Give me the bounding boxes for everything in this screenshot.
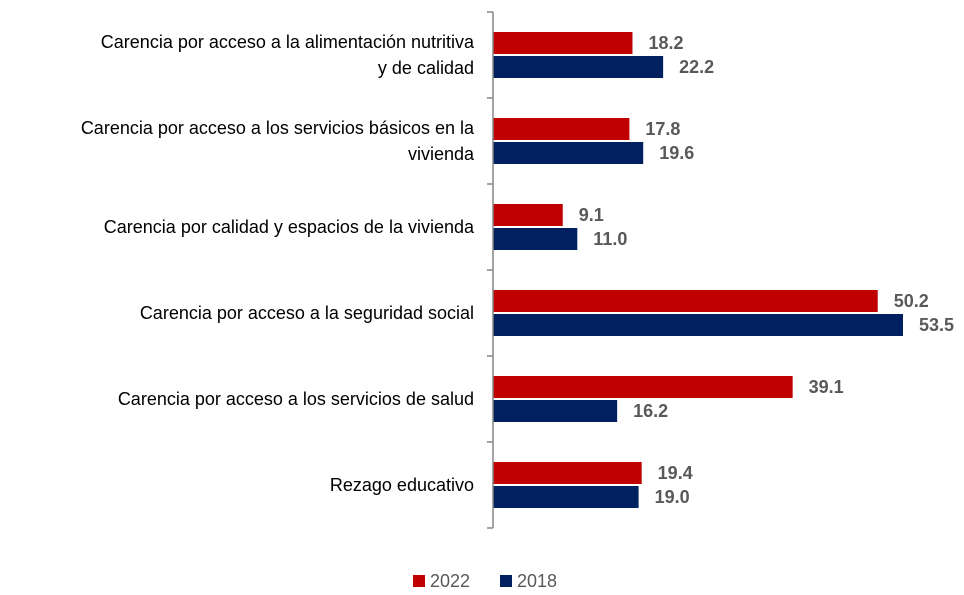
value-label: 18.2 [648, 33, 683, 53]
bar [493, 142, 644, 164]
legend-label: 2018 [517, 571, 557, 591]
legend-swatch [413, 575, 425, 587]
value-label: 19.0 [655, 487, 690, 507]
category-label: Carencia por calidad y espacios de la vi… [103, 217, 474, 237]
value-label: 39.1 [809, 377, 844, 397]
value-label: 9.1 [579, 205, 604, 225]
category-label: Carencia por acceso a los servicios bási… [80, 118, 474, 164]
bar [493, 118, 630, 140]
category-label: Rezago educativo [329, 475, 474, 495]
value-label: 17.8 [645, 119, 680, 139]
category-label: Carencia por acceso a la alimentación nu… [100, 32, 474, 78]
value-label: 22.2 [679, 57, 714, 77]
value-label: 16.2 [633, 401, 668, 421]
value-label: 11.0 [593, 229, 627, 249]
bar [493, 228, 578, 250]
bar [493, 290, 878, 312]
category-label: Carencia por acceso a los servicios de s… [117, 389, 474, 409]
bar [493, 32, 633, 54]
bar [493, 204, 563, 226]
category-label: Carencia por acceso a la seguridad socia… [139, 303, 474, 323]
bar [493, 486, 639, 508]
bar [493, 462, 642, 484]
bar [493, 56, 664, 78]
value-label: 50.2 [894, 291, 929, 311]
bar [493, 400, 618, 422]
bar [493, 314, 903, 336]
bar [493, 376, 793, 398]
legend-label: 2022 [430, 571, 470, 591]
value-label: 53.5 [919, 315, 954, 335]
value-label: 19.6 [659, 143, 694, 163]
legend-swatch [500, 575, 512, 587]
value-label: 19.4 [658, 463, 693, 483]
